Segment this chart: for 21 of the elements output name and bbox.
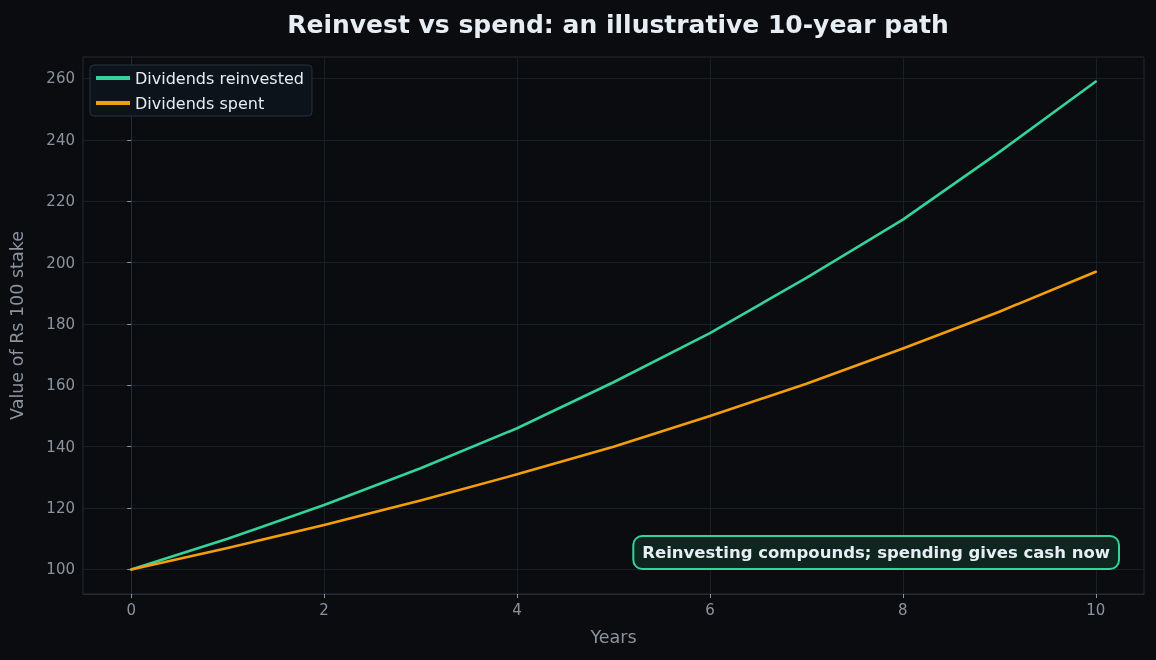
x-tick-label: 10 bbox=[1086, 600, 1106, 619]
y-tick-label: 220 bbox=[46, 192, 75, 211]
y-tick-label: 240 bbox=[46, 130, 75, 149]
x-axis-title: Years bbox=[589, 627, 637, 647]
y-tick-label: 180 bbox=[46, 314, 75, 333]
x-tick-label: 4 bbox=[512, 600, 522, 619]
legend-label: Dividends spent bbox=[135, 93, 265, 113]
x-tick-label: 2 bbox=[319, 600, 329, 619]
x-tick-label: 0 bbox=[126, 600, 136, 619]
y-axis-title: Value of Rs 100 stake bbox=[7, 231, 27, 420]
chart-title: Reinvest vs spend: an illustrative 10-year path bbox=[287, 10, 949, 39]
y-tick-label: 160 bbox=[46, 376, 75, 395]
x-tick-label: 6 bbox=[705, 600, 715, 619]
y-tick-label: 200 bbox=[46, 253, 75, 272]
y-tick-label: 140 bbox=[46, 437, 75, 456]
x-tick-label: 8 bbox=[898, 600, 908, 619]
annotation: Reinvesting compounds; spending gives cash now bbox=[642, 543, 1111, 562]
y-tick-label: 260 bbox=[46, 69, 75, 88]
y-tick-label: 100 bbox=[46, 560, 75, 579]
y-tick-label: 120 bbox=[46, 499, 75, 518]
legend-label: Dividends reinvested bbox=[135, 68, 304, 88]
